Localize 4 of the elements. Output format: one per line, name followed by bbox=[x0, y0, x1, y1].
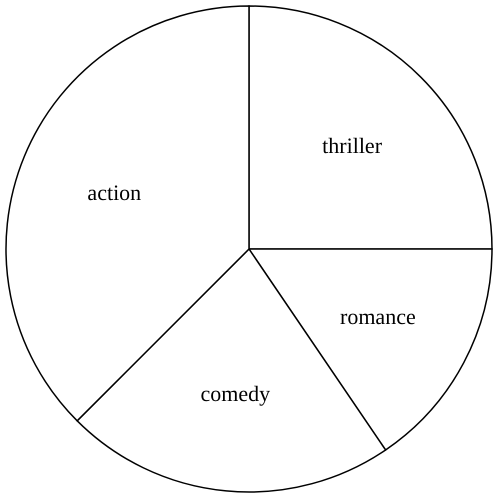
slice-label: romance bbox=[340, 304, 416, 330]
slice-label: action bbox=[87, 180, 142, 206]
slice-label: thriller bbox=[322, 132, 383, 158]
slice-label: comedy bbox=[200, 381, 270, 406]
